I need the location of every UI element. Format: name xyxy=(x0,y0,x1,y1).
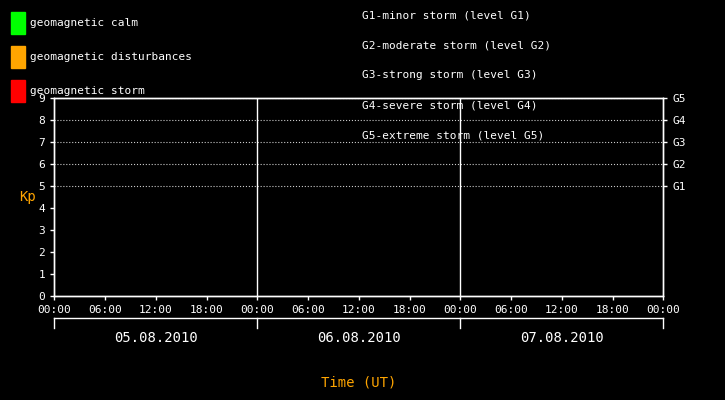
Text: 07.08.2010: 07.08.2010 xyxy=(520,331,604,345)
Text: 06.08.2010: 06.08.2010 xyxy=(317,331,401,345)
Y-axis label: Kp: Kp xyxy=(19,190,36,204)
Text: G4-severe storm (level G4): G4-severe storm (level G4) xyxy=(362,100,538,110)
Text: geomagnetic disturbances: geomagnetic disturbances xyxy=(30,52,192,62)
Text: G3-strong storm (level G3): G3-strong storm (level G3) xyxy=(362,70,538,80)
Text: 05.08.2010: 05.08.2010 xyxy=(114,331,198,345)
Text: geomagnetic storm: geomagnetic storm xyxy=(30,86,145,96)
Text: Time (UT): Time (UT) xyxy=(321,375,397,389)
Text: G1-minor storm (level G1): G1-minor storm (level G1) xyxy=(362,10,531,20)
Text: geomagnetic calm: geomagnetic calm xyxy=(30,18,138,28)
Text: G5-extreme storm (level G5): G5-extreme storm (level G5) xyxy=(362,130,544,140)
Text: G2-moderate storm (level G2): G2-moderate storm (level G2) xyxy=(362,40,552,50)
